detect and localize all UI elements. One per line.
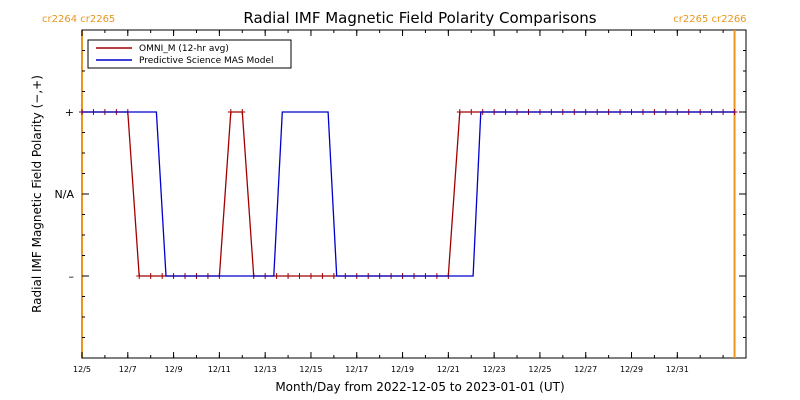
mas-series-line [82,111,735,277]
x-tick-label: 12/27 [574,365,597,374]
x-tick-label: 12/9 [165,365,183,374]
omni-data-point [296,273,303,279]
omni-data-point [147,273,154,279]
omni-data-point [273,273,280,279]
legend-box [87,39,292,69]
omni-data-point [239,109,246,115]
chart-title: Radial IMF Magnetic Field Polarity Compa… [243,9,596,27]
y-axis-label: Radial IMF Magnetic Field Polarity (−,+) [30,75,44,313]
carrington-label: cr2264 cr2265 [42,14,115,25]
omni-data-point [136,273,143,279]
y-axis-ticks: + N/A – [55,29,746,359]
omni-data-point [319,273,326,279]
x-tick-label: 12/31 [666,365,689,374]
omni-data-point [307,273,314,279]
y-tick-label: N/A [55,188,75,201]
x-tick-label: 12/5 [73,365,91,374]
x-tick-label: 12/7 [119,365,137,374]
omni-data-point [285,273,292,279]
y-tick-label: + [65,106,74,119]
x-axis-label: Month/Day from 2022-12-05 to 2023-01-01 … [275,380,564,394]
x-tick-label: 12/23 [483,365,506,374]
x-axis-ticks: 12/5 12/7 12/9 12/11 12/13 12/15 12/17 12/19 12/… [73,30,747,374]
omni-data-point [159,273,166,279]
legend-label-omni: OMNI_M (12-hr avg) [139,44,229,54]
y-tick-label: – [69,270,75,283]
x-tick-label: 12/11 [208,365,231,374]
omni-data-point [227,109,234,115]
omni-series-line [82,111,735,277]
x-tick-label: 12/15 [299,365,322,374]
x-tick-label: 12/21 [437,365,460,374]
omni-data-point [456,109,463,115]
x-tick-label: 12/25 [528,365,551,374]
x-tick-label: 12/19 [391,365,414,374]
omni-data-point [468,109,475,115]
legend-label-mas: Predictive Science MAS Model [139,56,274,66]
plot-frame [81,29,747,359]
x-tick-label: 12/17 [345,365,368,374]
carrington-label: cr2265 cr2266 [673,14,746,25]
omni-data-point [330,273,337,279]
data-series [79,109,738,279]
x-tick-label: 12/13 [254,365,277,374]
x-tick-label: 12/29 [620,365,643,374]
legend: OMNI_M (12-hr avg) Predictive Science MA… [87,39,292,69]
